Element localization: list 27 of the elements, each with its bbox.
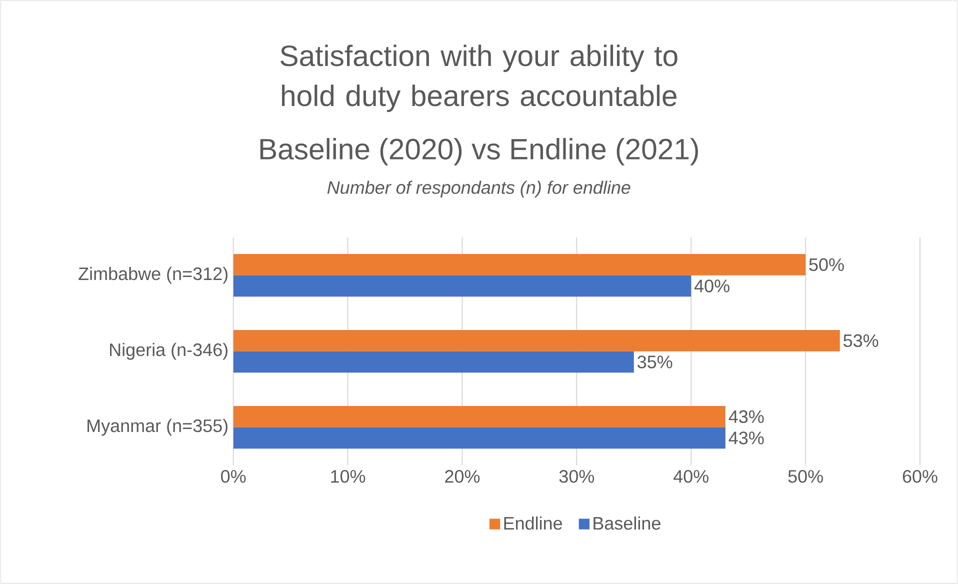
legend-label: Baseline — [594, 516, 660, 530]
x-tick-label: 50% — [788, 470, 823, 483]
chart-title: Satisfaction with your ability to hold duty bearers accountable — [280, 44, 678, 112]
bar — [233, 275, 692, 297]
legend-label: Endline — [504, 516, 562, 530]
bar — [233, 254, 806, 276]
x-tick-label: 20% — [445, 470, 480, 483]
x-tick-label: 10% — [331, 470, 366, 483]
y-tick-label: Nigeria (n-346) — [110, 342, 228, 360]
data-label: 40% — [694, 280, 730, 292]
chart-subtitle: Baseline (2020) vs Endline (2021) — [260, 138, 698, 166]
y-tick-label: Myanmar (n=355) — [88, 418, 228, 436]
bar — [233, 330, 840, 352]
bar — [233, 406, 726, 428]
x-tick-label: 0% — [221, 470, 246, 483]
bar — [233, 351, 634, 373]
x-tick-label: 60% — [902, 470, 938, 483]
text: Number of respondants (n) for endline — [327, 180, 630, 198]
bar — [233, 427, 726, 449]
y-tick-label: Zimbabwe (n=312) — [78, 266, 228, 284]
data-label: 50% — [809, 258, 844, 272]
x-tick-label: 40% — [674, 470, 708, 483]
data-label: 43% — [728, 410, 764, 424]
data-label: 35% — [638, 356, 672, 368]
data-label: 53% — [844, 334, 878, 348]
x-tick-label: 30% — [559, 470, 594, 483]
data-label: 43% — [728, 432, 764, 444]
